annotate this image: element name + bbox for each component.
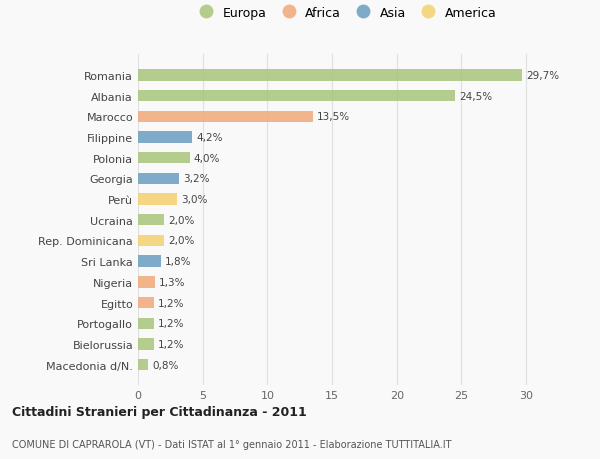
Bar <box>138 91 455 102</box>
Text: 1,3%: 1,3% <box>158 277 185 287</box>
Text: 4,0%: 4,0% <box>194 153 220 163</box>
Text: 2,0%: 2,0% <box>168 215 194 225</box>
Text: 3,2%: 3,2% <box>183 174 210 184</box>
Bar <box>138 153 190 164</box>
Bar <box>138 132 193 143</box>
Text: 24,5%: 24,5% <box>459 91 492 101</box>
Text: 13,5%: 13,5% <box>317 112 350 122</box>
Bar <box>138 359 148 370</box>
Bar <box>138 215 164 226</box>
Text: 29,7%: 29,7% <box>526 71 559 81</box>
Text: 1,8%: 1,8% <box>165 257 191 267</box>
Bar <box>138 174 179 185</box>
Bar <box>138 297 154 308</box>
Text: 2,0%: 2,0% <box>168 236 194 246</box>
Text: Cittadini Stranieri per Cittadinanza - 2011: Cittadini Stranieri per Cittadinanza - 2… <box>12 405 307 419</box>
Bar <box>138 235 164 246</box>
Text: 0,8%: 0,8% <box>152 360 179 370</box>
Bar <box>138 256 161 267</box>
Bar <box>138 318 154 329</box>
Text: 4,2%: 4,2% <box>196 133 223 143</box>
Bar <box>138 339 154 350</box>
Bar <box>138 277 155 288</box>
Text: 1,2%: 1,2% <box>157 339 184 349</box>
Text: 1,2%: 1,2% <box>157 298 184 308</box>
Bar <box>138 112 313 123</box>
Bar <box>138 70 522 81</box>
Bar <box>138 194 177 205</box>
Text: COMUNE DI CAPRAROLA (VT) - Dati ISTAT al 1° gennaio 2011 - Elaborazione TUTTITAL: COMUNE DI CAPRAROLA (VT) - Dati ISTAT al… <box>12 440 452 449</box>
Text: 1,2%: 1,2% <box>157 319 184 329</box>
Legend: Europa, Africa, Asia, America: Europa, Africa, Asia, America <box>188 2 502 25</box>
Text: 3,0%: 3,0% <box>181 195 207 205</box>
